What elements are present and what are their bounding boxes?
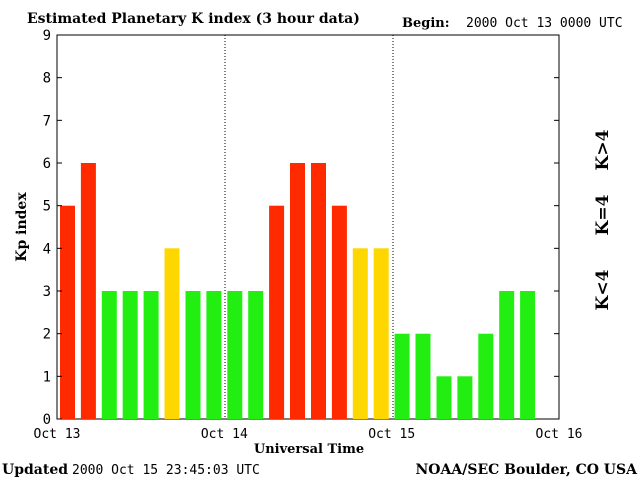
legend-mid: K=4 (593, 194, 613, 235)
x-tick-label: Oct 13 (34, 427, 81, 442)
x-tick-label: Oct 15 (368, 427, 415, 442)
kp-bar (122, 291, 138, 419)
kp-bar (227, 291, 243, 419)
legend-low: K<4 (593, 269, 613, 310)
source-credit: NOAA/SEC Boulder, CO USA (416, 462, 639, 478)
x-tick-label: Oct 16 (536, 427, 583, 442)
kp-bar (436, 376, 452, 419)
begin-label: Begin: (402, 16, 450, 31)
kp-bar (499, 291, 515, 419)
kp-bar (60, 205, 75, 419)
kp-bar (248, 291, 264, 419)
kp-bar (415, 333, 431, 419)
updated-value: 2000 Oct 15 23:45:03 UTC (72, 463, 260, 478)
y-tick-label: 0 (43, 412, 51, 428)
kp-bar (352, 248, 368, 419)
y-axis-label: Kp index (14, 192, 30, 262)
x-tick-label: Oct 14 (201, 427, 248, 442)
kp-bar (101, 291, 117, 419)
y-tick-label: 3 (43, 284, 51, 300)
x-axis-label: Universal Time (254, 442, 364, 457)
y-tick-label: 6 (43, 156, 51, 172)
kp-bar (331, 205, 347, 419)
y-tick-label: 2 (43, 327, 51, 343)
kp-bar (394, 333, 410, 419)
y-tick-label: 7 (43, 113, 51, 129)
kp-bar (80, 163, 96, 419)
bars-group (60, 163, 536, 419)
kp-bar (311, 163, 326, 419)
plot-frame (56, 34, 560, 420)
begin-value: 2000 Oct 13 0000 UTC (466, 16, 623, 31)
legend-high: K>4 (593, 129, 613, 170)
updated-label: Updated (2, 462, 68, 478)
y-tick-label: 4 (43, 241, 51, 257)
y-axis: 0 1 2 3 4 5 6 7 8 9 (43, 28, 559, 428)
x-axis: Oct 13 Oct 14 Oct 15 Oct 16 (34, 427, 583, 442)
kp-bar (185, 291, 201, 419)
y-tick-label: 8 (43, 71, 51, 87)
y-tick-label: 1 (43, 369, 51, 385)
y-tick-label: 5 (43, 199, 51, 215)
kp-bar (520, 291, 536, 419)
kp-bar (373, 248, 389, 419)
kp-bar (206, 291, 222, 419)
kp-bar (143, 291, 159, 419)
kp-bar (164, 248, 180, 419)
kp-bar (478, 333, 494, 419)
y-tick-label: 9 (43, 28, 51, 44)
kp-bar (290, 163, 305, 419)
kp-bar (269, 205, 285, 419)
chart-title: Estimated Planetary K index (3 hour data… (27, 11, 360, 27)
kp-bar (457, 376, 473, 419)
